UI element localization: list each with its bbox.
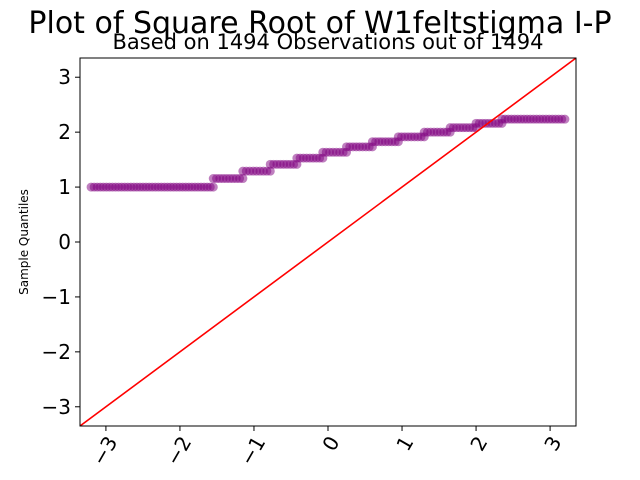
reference-line bbox=[80, 58, 576, 426]
chart-title: Plot of Square Root of W1feltstigma I-P bbox=[28, 6, 611, 41]
data-point bbox=[560, 114, 570, 124]
x-tick-label: −3 bbox=[87, 432, 123, 470]
chart-subtitle: Based on 1494 Observations out of 1494 bbox=[112, 30, 543, 54]
data-points bbox=[86, 114, 570, 192]
x-tick-label: −1 bbox=[235, 432, 271, 470]
y-tick-label: −2 bbox=[42, 340, 71, 364]
data-point bbox=[265, 166, 275, 176]
y-tick-label: −3 bbox=[42, 395, 71, 419]
y-tick-label: 2 bbox=[58, 120, 71, 144]
x-tick-label: 3 bbox=[539, 432, 566, 455]
x-tick-label: 2 bbox=[465, 432, 492, 455]
x-tick-label: 0 bbox=[317, 432, 344, 455]
x-tick-label: 1 bbox=[391, 432, 418, 455]
data-point bbox=[238, 174, 248, 184]
y-axis: −3 −2 −1 0 1 2 3 bbox=[42, 65, 80, 419]
y-axis-label: Sample Quantiles bbox=[17, 189, 31, 295]
y-tick-label: −1 bbox=[42, 285, 71, 309]
y-tick-label: 3 bbox=[58, 65, 71, 89]
y-tick-label: 1 bbox=[58, 175, 71, 199]
x-tick-label: −2 bbox=[161, 432, 197, 470]
data-point bbox=[208, 182, 218, 192]
y-tick-label: 0 bbox=[58, 230, 71, 254]
x-axis: −3 −2 −1 0 1 2 3 bbox=[87, 426, 566, 470]
